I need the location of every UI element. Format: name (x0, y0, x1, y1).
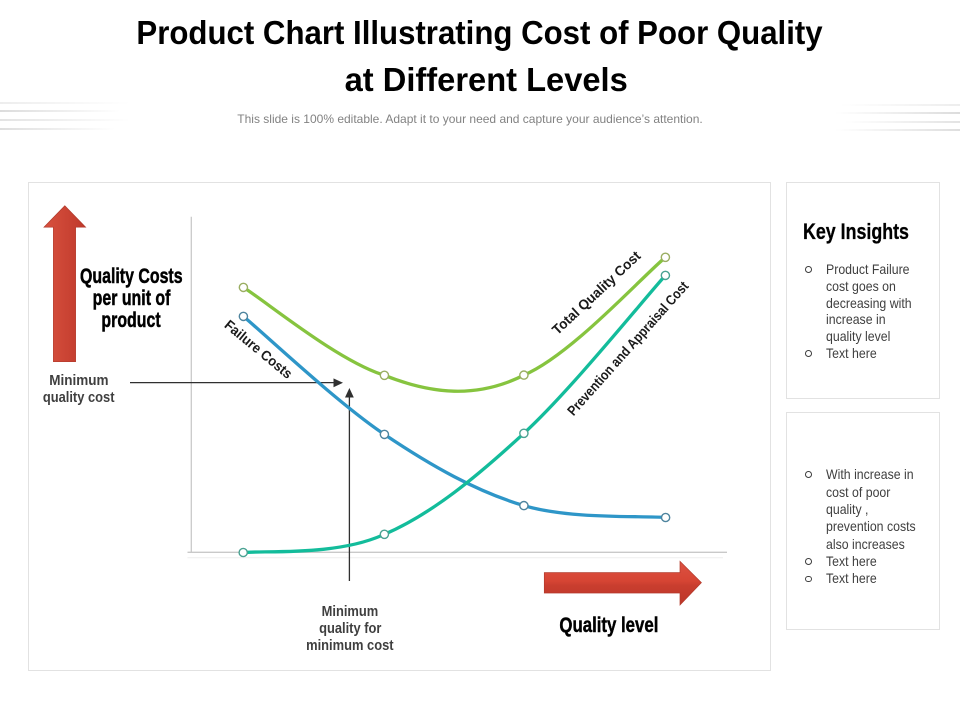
svg-text:Failure Costs: Failure Costs (222, 316, 296, 381)
